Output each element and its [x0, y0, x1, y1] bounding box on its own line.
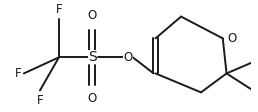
- Text: O: O: [228, 32, 237, 45]
- Text: F: F: [55, 3, 62, 16]
- Text: O: O: [87, 92, 97, 105]
- Text: F: F: [37, 94, 43, 107]
- Text: S: S: [88, 50, 96, 64]
- Text: O: O: [87, 9, 97, 22]
- Text: F: F: [14, 67, 21, 80]
- Text: O: O: [123, 51, 133, 64]
